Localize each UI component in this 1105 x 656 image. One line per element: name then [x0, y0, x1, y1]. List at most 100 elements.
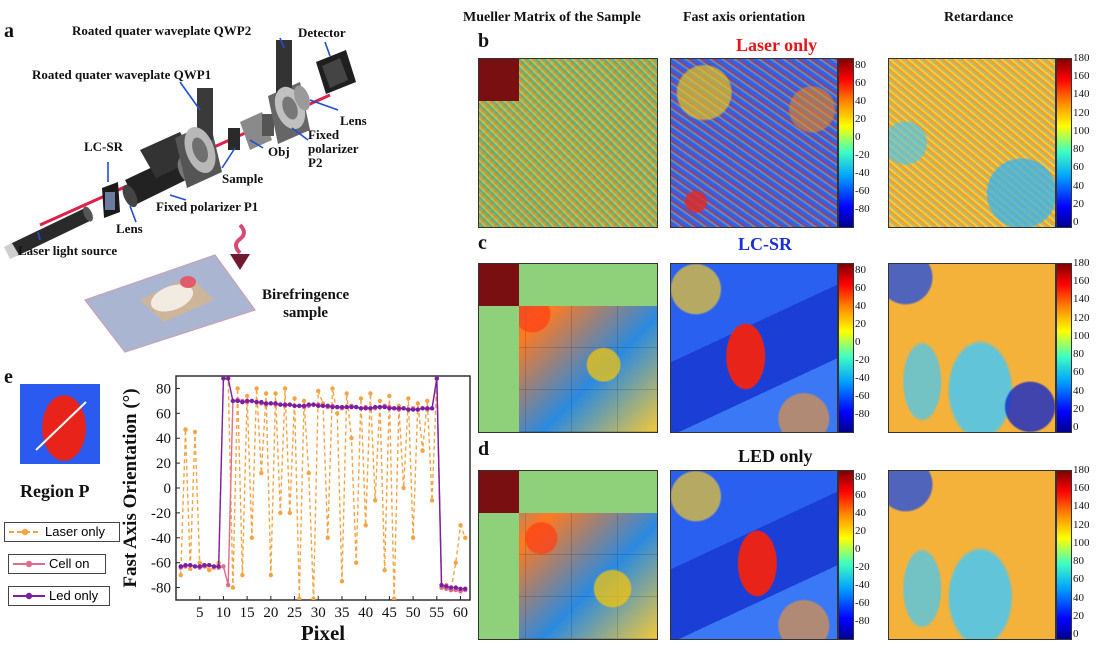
data-point — [444, 584, 449, 589]
fixed-p2-line1: Fixed — [308, 127, 340, 142]
data-point — [401, 485, 406, 491]
data-point — [429, 498, 435, 503]
row-title-lc-sr: LC-SR — [738, 234, 793, 254]
y-tick-label: -20 — [151, 506, 171, 522]
fast-axis-colorbar-tick: 40 — [855, 506, 866, 519]
data-point — [268, 572, 274, 578]
retardance-colorbar-tick: 60 — [1073, 366, 1084, 379]
retardance-colorbar-tick: 40 — [1073, 179, 1084, 192]
retardance-led-only — [888, 470, 1056, 640]
retardance-colorbar-tick: 20 — [1073, 197, 1084, 210]
data-point — [335, 404, 340, 410]
x-tick-label: 30 — [311, 605, 326, 621]
data-point — [301, 403, 307, 409]
data-point — [372, 498, 378, 503]
data-point — [183, 562, 188, 568]
detector-label: Detector — [298, 25, 346, 40]
detector-device — [316, 50, 356, 94]
column-title-fast-axis: Fast axis orientation — [683, 10, 806, 25]
data-point — [363, 406, 368, 411]
fast-axis-colorbar-tick: -80 — [855, 614, 870, 627]
retardance-colorbar-tick: 20 — [1073, 609, 1084, 622]
fast-axis-colorbar-tick: -20 — [855, 353, 870, 366]
data-point — [263, 391, 269, 396]
fast-axis-colorbar — [838, 58, 854, 228]
data-point — [415, 401, 421, 406]
y-tick-label: 20 — [156, 456, 171, 472]
data-point — [420, 406, 425, 411]
obj-label: Obj — [268, 144, 290, 159]
data-point — [225, 376, 231, 381]
data-point — [368, 406, 373, 411]
fast-axis-colorbar-tick: -60 — [855, 596, 870, 609]
data-point — [188, 566, 193, 572]
data-point — [249, 535, 255, 540]
retardance-colorbar-tick: 100 — [1073, 536, 1090, 549]
retardance-colorbar-tick: 140 — [1073, 500, 1090, 513]
data-point — [311, 402, 316, 407]
data-point — [225, 582, 231, 588]
legend-led-only: Led only — [8, 586, 110, 606]
qwp2-label: Roated quater waveplate QWP2 — [72, 23, 252, 38]
data-point — [301, 398, 307, 404]
retardance-colorbar-tick: 0 — [1073, 216, 1079, 228]
legend-cell-on: Cell on — [8, 554, 106, 574]
retardance-colorbar-tick: 40 — [1073, 591, 1084, 604]
data-point — [463, 535, 468, 540]
fast-axis-laser-only — [670, 58, 838, 228]
mueller-matrix-led-only — [478, 470, 658, 640]
retardance-colorbar-tick: 40 — [1073, 384, 1084, 397]
retardance-colorbar — [1056, 58, 1072, 228]
retardance-colorbar-tick: 140 — [1073, 293, 1090, 306]
data-point — [382, 567, 387, 573]
x-tick-label: 15 — [240, 605, 255, 621]
data-point — [254, 399, 259, 405]
fast-axis-colorbar-tick: 0 — [855, 130, 861, 143]
retardance-colorbar-tick: 180 — [1073, 257, 1090, 269]
data-point — [206, 567, 212, 573]
data-point — [259, 399, 264, 405]
fixed-p2-label: Fixed polarizer P2 — [308, 128, 359, 170]
data-point — [216, 564, 221, 569]
data-point — [197, 564, 202, 569]
retardance-colorbar-tick: 160 — [1073, 70, 1090, 83]
data-point — [221, 376, 226, 381]
row-title-led-only: LED only — [738, 446, 813, 466]
setup-diagram — [4, 37, 356, 353]
retardance-colorbar-tick: 80 — [1073, 555, 1084, 568]
retardance-colorbar — [1056, 470, 1072, 640]
data-point — [353, 560, 359, 565]
birefringence-line1: Birefringence — [262, 287, 350, 303]
fast-axis-led-only — [670, 470, 838, 640]
fast-axis-colorbar-tick: 60 — [855, 281, 866, 294]
fast-axis-colorbar-tick: 80 — [855, 58, 866, 71]
data-point — [401, 406, 406, 411]
panel-label-e: e — [4, 366, 13, 388]
data-point — [202, 562, 207, 568]
fast-axis-colorbar-tick: 40 — [855, 299, 866, 312]
data-point — [240, 572, 245, 578]
data-point — [263, 401, 269, 406]
sample-stage — [228, 112, 274, 150]
data-point — [349, 436, 354, 441]
data-point — [278, 510, 283, 516]
lcsr-label: LC-SR — [84, 139, 124, 154]
data-point — [292, 396, 297, 401]
data-point — [434, 376, 440, 381]
panel-label-b: b — [478, 30, 490, 52]
column-title-retardance: Retardance — [944, 10, 1014, 25]
y-tick-label: 0 — [164, 481, 172, 497]
mueller-matrix-laser-only — [478, 58, 658, 228]
data-point — [316, 388, 321, 394]
fast-axis-colorbar-tick: -60 — [855, 389, 870, 402]
fast-axis-colorbar-tick: 40 — [855, 94, 866, 107]
lc-sr-device — [102, 182, 120, 218]
data-point — [282, 402, 288, 407]
data-point — [273, 401, 278, 406]
retardance-colorbar-tick: 0 — [1073, 628, 1079, 640]
retardance-colorbar-tick: 180 — [1073, 52, 1090, 64]
data-point — [230, 398, 236, 404]
x-tick-label: 40 — [358, 605, 373, 621]
data-point — [420, 448, 425, 453]
x-tick-label: 10 — [216, 605, 231, 621]
